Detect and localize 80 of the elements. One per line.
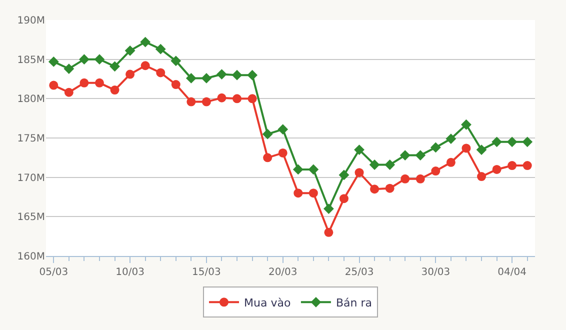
point: [232, 70, 242, 80]
point: [324, 228, 334, 237]
point: [308, 164, 319, 175]
point: [156, 68, 166, 78]
point: [248, 94, 257, 104]
point: [430, 142, 441, 153]
point: [400, 174, 410, 184]
point: [126, 70, 135, 79]
point: [263, 153, 272, 162]
y-tick-label: 175M: [17, 134, 45, 144]
point: [292, 164, 304, 175]
point: [369, 160, 380, 170]
point: [79, 54, 90, 65]
y-tick-label: 180M: [17, 94, 45, 106]
y-tick-label: 190M: [17, 16, 45, 26]
point: [308, 188, 318, 198]
point: [64, 64, 74, 74]
point: [462, 144, 471, 153]
point: [492, 136, 502, 148]
point: [446, 158, 456, 167]
point: [294, 188, 303, 198]
point: [140, 61, 150, 70]
x-tick-label: 05/03: [39, 267, 68, 278]
y-tick-label: 185M: [17, 54, 45, 66]
point: [155, 44, 166, 54]
point: [416, 174, 425, 184]
point: [247, 70, 258, 80]
point: [202, 97, 211, 106]
point: [476, 144, 487, 155]
point: [110, 61, 120, 72]
point: [339, 194, 348, 204]
point: [354, 144, 364, 155]
y-tick-label: 160M: [17, 252, 45, 262]
x-tick-label: 20/03: [268, 267, 298, 278]
point: [461, 119, 472, 130]
point: [171, 80, 180, 90]
point: [370, 184, 380, 194]
point: [338, 170, 350, 180]
point: [80, 78, 89, 88]
x-tick-label: 25/03: [344, 267, 374, 278]
point: [522, 136, 533, 148]
point: [278, 124, 288, 135]
point: [506, 136, 518, 148]
point: [431, 166, 440, 176]
legend-label: Mua vào: [244, 296, 291, 310]
y-tick-label: 165M: [17, 212, 45, 224]
point: [262, 128, 273, 140]
point: [477, 172, 486, 182]
x-tick-label: 04/04: [498, 267, 526, 278]
point: [94, 78, 104, 88]
point: [170, 56, 182, 66]
point: [94, 54, 105, 65]
point: [186, 97, 196, 106]
legend-label: Bán ra: [336, 296, 372, 310]
point: [48, 56, 59, 67]
point: [201, 73, 212, 84]
point: [400, 150, 410, 161]
point: [324, 204, 334, 214]
x-tick-label: 30/03: [421, 267, 450, 278]
point: [124, 45, 136, 56]
point: [446, 134, 456, 144]
point: [415, 150, 426, 161]
y-tick-label: 170M: [17, 172, 45, 184]
point: [508, 161, 517, 170]
point: [492, 164, 502, 174]
point: [522, 161, 532, 170]
point: [110, 86, 120, 95]
point: [140, 36, 151, 48]
point: [49, 80, 58, 90]
point: [64, 88, 74, 97]
x-tick-label: 15/03: [192, 267, 221, 278]
point: [384, 160, 396, 170]
point: [216, 69, 227, 80]
point: [186, 73, 196, 84]
point: [278, 148, 288, 158]
point: [232, 94, 242, 104]
point: [354, 168, 364, 178]
point: [385, 184, 394, 193]
x-tick-label: 10/03: [116, 267, 144, 278]
point: [217, 93, 226, 102]
